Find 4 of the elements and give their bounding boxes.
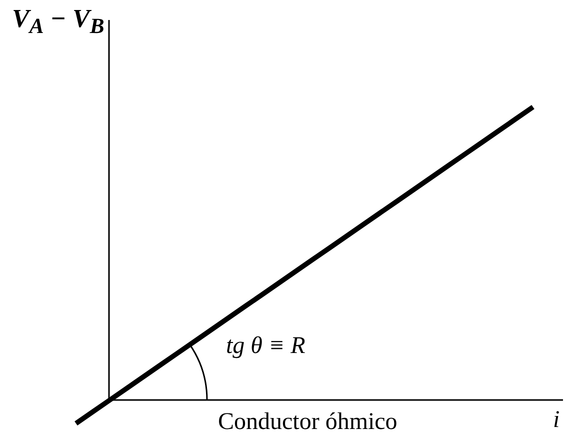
annotation: Conductor óhmico [218, 409, 398, 435]
x-axis-title: i [553, 407, 560, 433]
y-axis-title: V$_{A}$ − V$_{B}$ [12, 4, 104, 38]
annotation: tg θ ≡ R [226, 333, 306, 359]
